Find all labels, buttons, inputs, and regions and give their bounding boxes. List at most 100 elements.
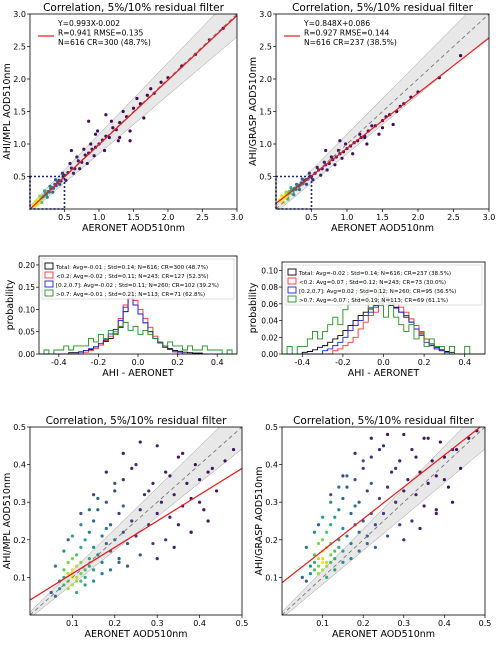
data-point <box>45 195 49 199</box>
data-point <box>304 182 309 186</box>
data-point <box>92 545 96 549</box>
data-point <box>349 541 353 546</box>
data-point <box>325 564 329 568</box>
data-point <box>341 549 345 553</box>
legend-stat-text: R=0.941 RMSE=0.135 <box>58 29 144 38</box>
data-point <box>96 496 100 501</box>
data-point <box>373 545 377 549</box>
data-point <box>121 478 125 482</box>
data-point <box>79 560 83 564</box>
y-axis-label: AHI/MPL AOD510nm <box>2 63 13 159</box>
data-point <box>93 132 98 136</box>
y-tick-label: 0.5 <box>265 423 278 432</box>
x-tick-label: 0.2 <box>171 358 184 367</box>
y-tick-label: 0.00 <box>261 350 278 359</box>
data-point <box>394 466 398 470</box>
data-point <box>322 160 326 164</box>
data-point <box>113 489 117 493</box>
data-point <box>390 470 394 474</box>
data-point <box>398 523 402 527</box>
data-point <box>176 455 180 459</box>
legend-entry-text: [0.2,0.7]: Avg=-0.02 ; Std=0.11; N=260; … <box>56 283 219 289</box>
data-point <box>117 511 121 516</box>
fit-line <box>30 467 242 601</box>
data-point <box>206 470 210 474</box>
data-point <box>316 523 321 527</box>
data-point <box>147 489 151 493</box>
y-axis-label: AHI/GRASP AOD510nm <box>248 57 259 166</box>
data-point <box>155 511 159 516</box>
data-point <box>53 594 58 598</box>
data-point <box>385 432 390 437</box>
x-tick-label: 2.5 <box>196 213 209 222</box>
data-point <box>324 148 328 153</box>
fit-line <box>30 15 237 209</box>
data-point <box>111 126 115 130</box>
legend-swatch <box>44 289 54 297</box>
data-point <box>365 541 369 546</box>
data-point <box>373 523 377 527</box>
data-point <box>104 526 108 531</box>
data-point <box>450 500 455 504</box>
y-tick-label: 0.08 <box>261 283 278 292</box>
data-point <box>130 466 134 470</box>
axes-frame <box>281 426 486 616</box>
axes-frame <box>29 426 243 616</box>
data-point <box>442 478 446 482</box>
data-point <box>164 470 168 474</box>
data-point <box>316 557 321 561</box>
data-point <box>75 575 79 580</box>
data-point <box>68 161 72 166</box>
data-point <box>172 493 176 497</box>
data-point <box>459 54 463 58</box>
y-tick-label: 1.0 <box>259 140 272 149</box>
data-point <box>89 142 93 146</box>
data-point <box>75 553 79 557</box>
data-point <box>131 106 136 110</box>
data-point <box>168 474 172 478</box>
data-point <box>79 523 83 527</box>
data-point <box>51 190 55 194</box>
data-point <box>113 481 117 485</box>
data-point <box>329 523 333 527</box>
legend-stat-text: Y=0.993X-0.002 <box>57 19 120 28</box>
x-tick-label: 0.0 <box>132 358 145 367</box>
data-point <box>341 560 345 564</box>
data-point <box>70 583 74 587</box>
data-point <box>138 553 142 557</box>
data-point <box>33 199 38 203</box>
data-point <box>300 177 304 181</box>
legend-stat-text: N=616 CR=237 (38.5%) <box>304 38 397 47</box>
legend-box <box>284 264 483 306</box>
y-tick-label: 3.0 <box>259 10 272 19</box>
data-point <box>308 572 313 576</box>
legend-entry-text: <0.2: Avg=0.07 ; Std=0.12; N=243; CR=73 … <box>299 280 446 286</box>
data-point <box>381 444 386 448</box>
data-point <box>71 171 76 175</box>
data-point <box>104 470 108 474</box>
chart-title: Correlation, 5%/10% residual filter <box>293 415 474 427</box>
data-point <box>369 455 373 459</box>
data-point <box>159 500 164 504</box>
data-point <box>118 135 122 140</box>
data-point <box>87 557 91 561</box>
x-tick-label: 0.5 <box>305 213 318 222</box>
data-point <box>116 139 120 143</box>
data-point <box>369 436 373 440</box>
x-tick-label: 2.0 <box>412 213 425 222</box>
histogram-panel: -0.4 -0.2 0.0 0.2 0.4 0.00 0.05 0.10 0.15 0.20 AHI… <box>5 255 238 379</box>
one-to-one-line <box>276 14 489 209</box>
data-point <box>42 189 47 193</box>
data-point <box>349 557 353 561</box>
data-point <box>79 579 83 583</box>
legend-swatch <box>44 271 54 279</box>
data-point <box>316 572 321 576</box>
data-point <box>121 109 125 114</box>
data-point <box>75 579 79 583</box>
chart-title: Correlation, 5%/10% residual filter <box>292 2 473 14</box>
data-point <box>338 139 342 143</box>
data-point <box>53 178 58 182</box>
fit-line <box>282 427 482 584</box>
data-point <box>329 493 333 497</box>
y-axis-label: AHI/MPL AOD510nm <box>2 473 13 569</box>
